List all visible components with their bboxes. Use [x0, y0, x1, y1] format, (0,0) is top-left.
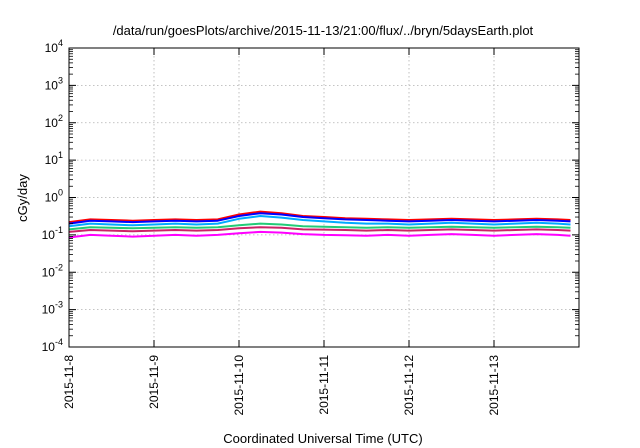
series-line-1 — [68, 210, 571, 224]
y-tick-label: 10-1 — [42, 225, 63, 242]
y-tick-label: 103 — [45, 75, 63, 92]
y-tick-label: 10-4 — [42, 337, 63, 354]
x-tick-label: 2015-11-11 — [317, 355, 331, 415]
x-axis-label: Coordinated Universal Time (UTC) — [223, 431, 422, 446]
y-tick-label: 100 — [45, 188, 63, 205]
x-tick-label: 2015-11-8 — [62, 355, 76, 409]
y-tick-label: 101 — [45, 150, 63, 167]
series-line-4 — [68, 222, 571, 231]
series-line-5 — [68, 226, 571, 233]
chart-title: /data/run/goesPlots/archive/2015-11-13/2… — [113, 23, 534, 38]
series-line-2 — [68, 212, 571, 225]
y-axis-label: cGy/day — [15, 174, 30, 222]
x-tick-label: 2015-11-10 — [232, 355, 246, 416]
x-tick-label: 2015-11-13 — [487, 355, 501, 416]
x-tick-label: 2015-11-12 — [402, 355, 416, 416]
y-tick-label: 104 — [45, 38, 63, 55]
y-tick-label: 10-3 — [42, 300, 63, 317]
grid — [69, 48, 579, 347]
series-group — [68, 210, 571, 239]
series-line-3 — [68, 215, 571, 228]
y-tick-label: 102 — [45, 113, 63, 130]
y-tick-label: 10-2 — [42, 262, 63, 279]
y-axis-ticks: 10-4 10-3 10-2 10-1 100 101 102 103 104 — [42, 38, 579, 354]
x-axis-ticks: 2015-11-8 2015-11-9 2015-11-10 2015-11-11 20… — [62, 48, 501, 416]
series-line-6 — [68, 230, 571, 239]
x-tick-label: 2015-11-9 — [147, 355, 161, 409]
